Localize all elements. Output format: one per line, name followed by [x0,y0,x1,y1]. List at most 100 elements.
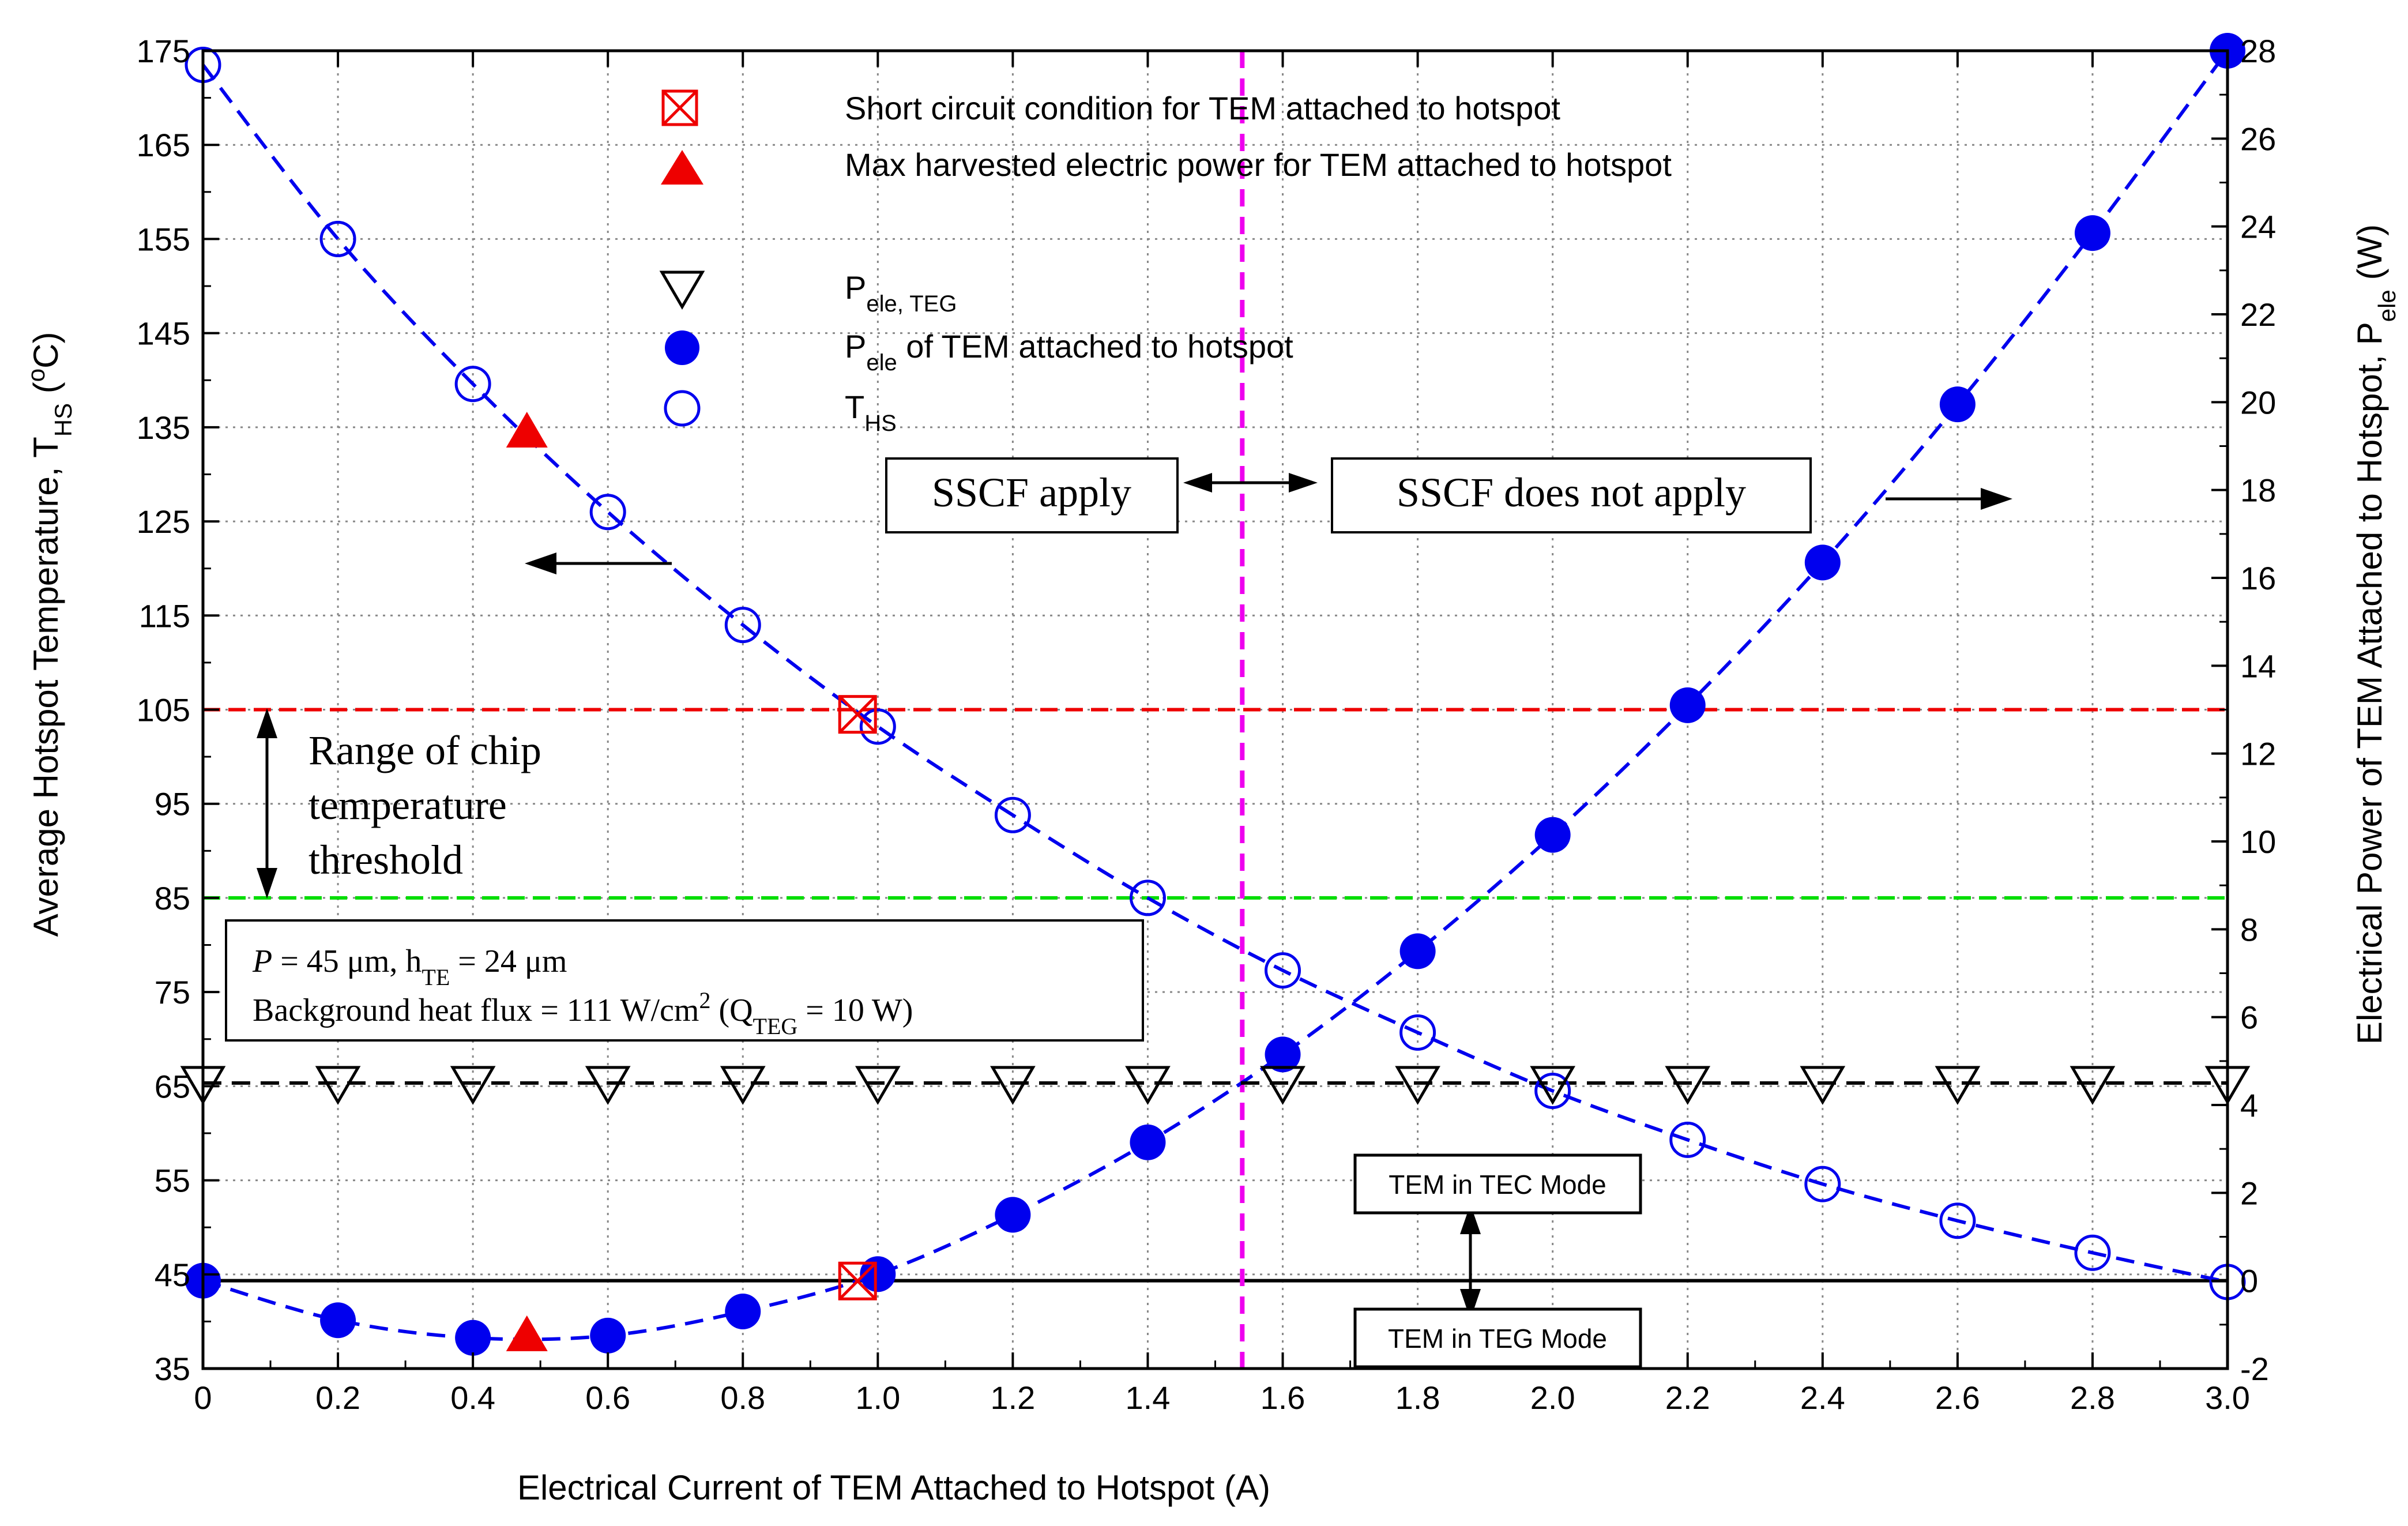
data-point-t-hs [724,607,761,644]
left-axis-arrow [525,552,672,574]
x-tick-label: 1.4 [1126,1380,1171,1416]
data-point-p-ele-teg [990,1066,1036,1105]
y-left-axis-title: Average Hotspot Temperature, THS (oC) [22,332,77,937]
x-tick-label: 0.8 [720,1380,765,1416]
data-point-p-ele-of-tem-attached-to-hotspot [320,1302,356,1339]
y-right-tick-label: -2 [2240,1351,2269,1387]
data-point-t-hs [319,220,356,257]
data-point-p-ele-teg [1800,1066,1846,1105]
y-left-tick-label: 145 [137,315,190,352]
threshold-range-label: Range of chip temperature threshold [308,727,541,883]
y-left-tick-label: 65 [155,1068,190,1104]
special-point-short-circuit-condition-t-hs- [838,695,877,734]
data-point-p-ele-teg [1935,1066,1981,1105]
special-point-max-harvested-electric-power-t-hs- [506,412,548,448]
y-right-tick-label: 10 [2240,824,2276,860]
special-point-max-harvested-electric-power-p-ele- [506,1315,548,1351]
x-tick-label: 1.2 [990,1380,1035,1416]
data-point-p-ele-of-tem-attached-to-hotspot [725,1293,761,1329]
svg-text:SSCF does not apply: SSCF does not apply [1397,469,1746,516]
data-point-p-ele-of-tem-attached-to-hotspot [860,1256,896,1292]
crossed-box-line [838,1262,876,1300]
y-left-tick-label: 115 [139,597,190,634]
y-right-tick-label: 24 [2240,209,2276,245]
legend-t-hs-label: THS [845,389,897,436]
right-axis-arrow [1886,488,2012,510]
data-point-t-hs [2074,1234,2111,1271]
mode-double-arrow [1460,1204,1481,1320]
legend: Short circuit condition for TEM attached… [659,89,1672,436]
legend-max-power-icon [661,150,703,185]
data-point-p-ele-teg [1395,1066,1440,1105]
fit-curves [201,50,2229,1341]
data-point-p-ele-of-tem-attached-to-hotspot [1669,687,1706,723]
x-axis-title: Electrical Current of TEM Attached to Ho… [517,1468,1270,1507]
data-point-t-hs [1265,952,1301,989]
x-tick-label: 2.6 [1935,1380,1980,1416]
threshold-range-arrow [257,708,277,899]
data-markers [180,33,2251,1356]
x-tick-label: 0 [194,1380,212,1416]
data-point-p-ele-teg [1665,1066,1711,1105]
sscf-apply-box: SSCF apply [885,457,1179,533]
teg-mode-box: TEM in TEG Mode [1353,1307,1642,1369]
data-point-p-ele-of-tem-attached-to-hotspot [1130,1124,1166,1160]
data-point-t-hs [994,796,1031,833]
data-point-t-hs [859,708,896,745]
data-point-t-hs [454,366,491,403]
special-point-short-circuit-condition-p-ele- [838,1261,877,1301]
data-point-p-ele-of-tem-attached-to-hotspot [995,1197,1031,1233]
y-left-tick-label: 35 [155,1351,190,1387]
data-point-p-ele-teg [2070,1066,2116,1105]
data-point-t-hs [1939,1202,1976,1239]
y-right-tick-label: 2 [2240,1175,2258,1211]
legend-p-tem-icon [665,330,699,365]
y-right-tick-label: 26 [2240,121,2276,157]
y-left-tick-label: 125 [137,503,190,540]
x-tick-label: 2.2 [1665,1380,1710,1416]
legend-p-teg-label: Pele, TEG [845,269,957,317]
data-point-p-ele-teg [1260,1066,1305,1105]
data-point-t-hs [589,494,626,531]
data-point-p-ele-teg [855,1066,901,1105]
svg-text:TEM in TEC Mode: TEM in TEC Mode [1389,1170,1606,1200]
svg-text:TEM in TEG Mode: TEM in TEG Mode [1388,1324,1607,1354]
data-point-p-ele-teg [720,1066,766,1105]
tec-mode-box: TEM in TEC Mode [1353,1153,1642,1215]
sscf-not-apply-box: SSCF does not apply [1331,457,1812,533]
y-right-tick-label: 14 [2240,648,2276,684]
tick-labels: 0 0.2 0.4 0.6 0.8 1.0 1.2 1.4 1.6 1.8 2.0 2.2 2.4 2.6… [137,33,2277,1416]
y-left-tick-label: 165 [137,127,190,163]
y-right-tick-label: 12 [2240,736,2276,772]
fit-curve-t-hs [201,63,2228,1284]
arrows [257,473,2012,1320]
data-point-p-ele-of-tem-attached-to-hotspot [590,1317,626,1354]
data-point-p-ele-teg [1530,1066,1576,1105]
x-tick-label: 2.4 [1800,1380,1845,1416]
y-left-tick-label: 175 [137,33,190,69]
y-left-tick-label: 135 [137,409,190,446]
x-tick-label: 1.6 [1261,1380,1305,1416]
y-right-tick-label: 20 [2240,384,2276,420]
data-point-p-ele-of-tem-attached-to-hotspot [1939,386,1976,423]
x-tick-label: 0.2 [315,1380,360,1416]
y-left-tick-label: 105 [137,692,190,728]
y-left-tick-label: 85 [155,880,190,916]
svg-text:threshold: threshold [308,837,463,883]
y-left-tick-label: 95 [155,786,190,822]
data-point-p-ele-of-tem-attached-to-hotspot [2074,215,2110,251]
y-left-tick-label: 75 [155,974,190,1010]
y-left-tick-label: 45 [155,1257,190,1293]
fit-curve-p-ele-of-tem-attached-to-hotspot [202,50,2229,1341]
y-right-tick-label: 6 [2240,999,2258,1036]
svg-text:Background heat flux = 111 W/c: Background heat flux = 111 W/cm2 (QTEG =… [253,987,913,1039]
legend-p-tem-label: Pele of TEM attached to hotspot [845,328,1293,375]
data-point-t-hs [1399,1014,1436,1051]
data-point-p-ele-of-tem-attached-to-hotspot [455,1320,491,1356]
svg-text:Range of chip: Range of chip [308,727,541,773]
data-point-t-hs [1129,879,1166,916]
x-tick-label: 1.8 [1395,1380,1440,1416]
reference-lines [203,51,2228,1369]
data-point-p-ele-teg [585,1066,631,1105]
